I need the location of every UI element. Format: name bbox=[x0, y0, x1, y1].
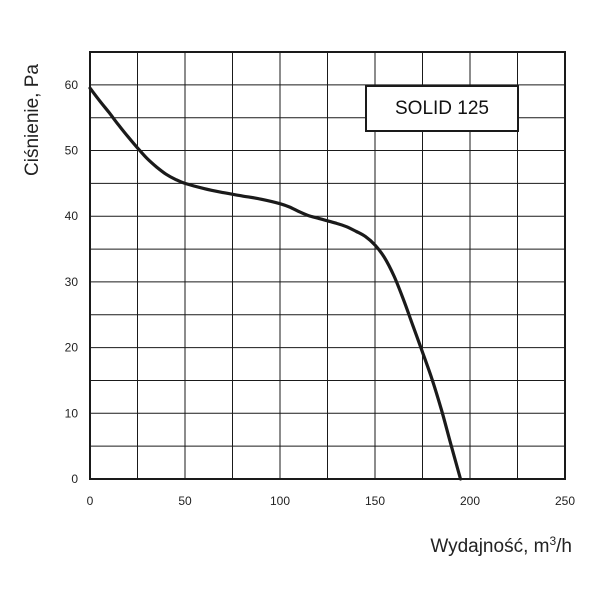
x-tick-label: 50 bbox=[178, 494, 192, 508]
y-tick-label: 0 bbox=[71, 472, 78, 486]
x-tick-label: 150 bbox=[365, 494, 385, 508]
x-axis-label-sup: 3 bbox=[549, 534, 556, 548]
x-tick-label: 100 bbox=[270, 494, 290, 508]
x-tick-label: 0 bbox=[87, 494, 94, 508]
plot-frame bbox=[89, 51, 566, 480]
x-axis-label-main: Wydajność, m bbox=[430, 536, 549, 557]
y-tick-label: 50 bbox=[65, 144, 79, 158]
y-tick-label: 40 bbox=[65, 209, 79, 223]
y-axis-label: Ciśnienie, Pa bbox=[22, 64, 43, 176]
x-axis-label-unit: /h bbox=[556, 536, 572, 557]
series-line bbox=[88, 86, 463, 481]
x-tick-label: 250 bbox=[555, 494, 575, 508]
x-axis-label: Wydajność, m3/h bbox=[430, 534, 572, 557]
x-tick-label: 200 bbox=[460, 494, 480, 508]
y-tick-label: 60 bbox=[65, 78, 79, 92]
y-tick-label: 30 bbox=[65, 275, 79, 289]
model-label-box: SOLID 125 bbox=[365, 85, 519, 132]
model-label: SOLID 125 bbox=[395, 98, 489, 119]
y-tick-label: 20 bbox=[65, 341, 79, 355]
y-tick-label: 10 bbox=[65, 406, 79, 420]
